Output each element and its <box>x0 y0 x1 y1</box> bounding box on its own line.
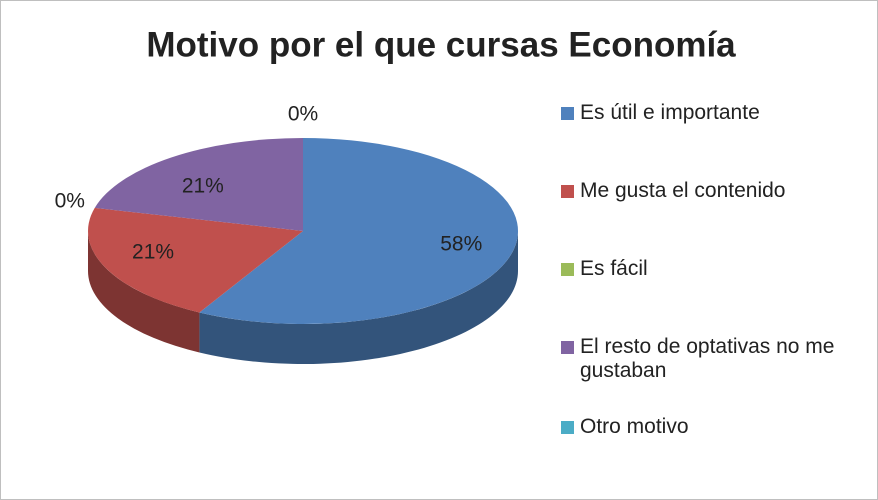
legend-label: Es fácil <box>580 257 648 280</box>
legend-item: Es fácil <box>561 257 861 335</box>
legend-swatch <box>561 341 574 354</box>
pie-side <box>199 231 518 365</box>
legend-item: El resto de optativas no me gustaban <box>561 335 861 415</box>
legend-swatch <box>561 185 574 198</box>
chart-title: Motivo por el que cursas Economía <box>146 25 736 64</box>
data-label: 0% <box>55 190 85 213</box>
legend-label: Es útil e importante <box>580 101 760 124</box>
legend-label: Me gusta el contenido <box>580 179 786 202</box>
data-labels: 58% 21% 0% 21% 0% <box>55 102 483 263</box>
pie-slice <box>94 138 303 231</box>
legend-swatch <box>561 421 574 434</box>
legend-label: Otro motivo <box>580 415 689 438</box>
data-label: 58% <box>440 232 482 255</box>
legend-item: Me gusta el contenido <box>561 179 861 257</box>
pie-tops <box>88 138 518 324</box>
legend-swatch <box>561 263 574 276</box>
pie-slice <box>199 138 518 324</box>
legend-item: Es útil e importante <box>561 101 861 179</box>
pie-sides <box>88 231 518 365</box>
legend: Es útil e importante Me gusta el contenid… <box>561 101 861 493</box>
legend-item: Otro motivo <box>561 415 861 493</box>
data-label: 21% <box>182 174 224 197</box>
legend-label: El resto de optativas no me gustaban <box>580 335 835 382</box>
pie-slice <box>88 207 303 313</box>
data-label: 0% <box>288 102 318 125</box>
pie-side <box>88 231 200 353</box>
data-label: 21% <box>132 241 174 264</box>
legend-swatch <box>561 107 574 120</box>
